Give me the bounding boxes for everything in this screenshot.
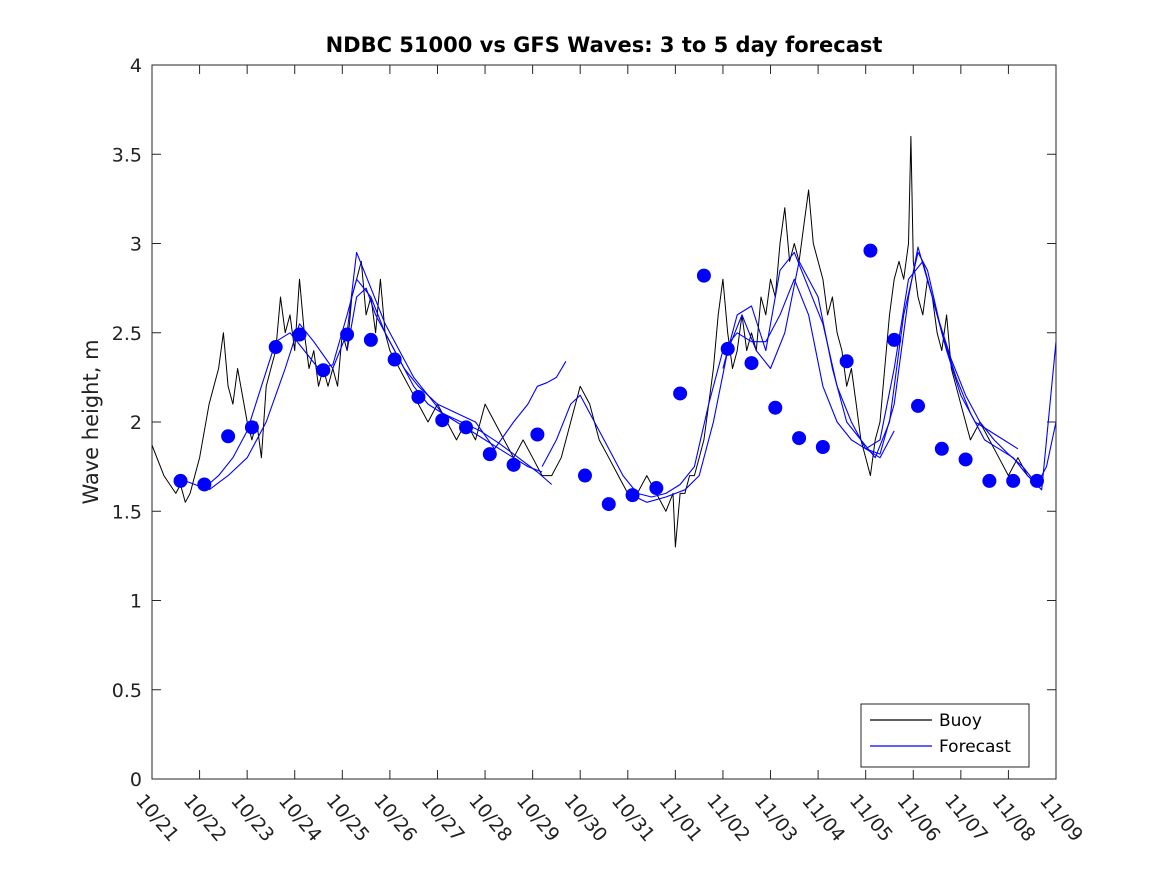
forecast-marker: [625, 488, 640, 503]
forecast-marker: [792, 431, 807, 446]
y-tick-label: 2.5: [112, 323, 142, 345]
x-tick-label: 10/23: [226, 790, 278, 846]
forecast-marker: [934, 441, 949, 456]
x-tick-label: 10/22: [179, 790, 231, 846]
x-tick-label: 11/05: [845, 790, 897, 846]
forecast-marker: [768, 400, 783, 415]
forecast-marker: [982, 473, 997, 488]
x-tick-label: 10/27: [417, 790, 469, 846]
forecast-series-line: [180, 278, 543, 489]
y-tick-label: 3.5: [112, 144, 142, 166]
forecast-series-line: [346, 287, 567, 450]
forecast-marker: [268, 340, 283, 355]
forecast-marker: [221, 429, 236, 444]
x-tick-label: 10/31: [607, 790, 659, 846]
forecast-marker: [649, 481, 664, 496]
y-tick-label: 1.5: [112, 501, 142, 523]
chart-title: NDBC 51000 vs GFS Waves: 3 to 5 day fore…: [326, 33, 883, 57]
forecast-series-line: [627, 251, 1057, 503]
forecast-marker: [839, 354, 854, 369]
x-tick-label: 11/03: [750, 790, 802, 846]
legend-forecast-label: Forecast: [939, 737, 1011, 757]
forecast-marker: [887, 332, 902, 347]
forecast-marker: [530, 427, 545, 442]
y-axis-ticks: 0 0.5 1 1.5 2 2.5 3 3.5 4: [112, 55, 1056, 791]
forecast-marker: [863, 243, 878, 258]
x-tick-label: 10/21: [131, 790, 183, 846]
forecast-marker: [506, 457, 521, 472]
y-tick-label: 4: [130, 55, 142, 77]
forecast-marker: [173, 473, 188, 488]
x-tick-label: 11/09: [1035, 790, 1087, 846]
x-tick-label: 10/24: [274, 790, 326, 846]
y-tick-label: 1: [130, 591, 142, 613]
forecast-marker: [720, 341, 735, 356]
legend-buoy-label: Buoy: [939, 711, 982, 731]
x-tick-label: 11/02: [702, 790, 754, 846]
x-tick-label: 10/30: [559, 790, 611, 846]
forecast-marker: [292, 327, 307, 342]
forecast-marker: [363, 332, 378, 347]
x-tick-label: 11/06: [892, 790, 944, 846]
forecast-marker: [815, 439, 830, 454]
x-tick-label: 11/07: [940, 790, 992, 846]
forecast-marker: [244, 420, 259, 435]
forecast-marker: [673, 386, 688, 401]
forecast-marker: [601, 497, 616, 512]
x-tick-label: 11/04: [797, 790, 849, 846]
x-tick-label: 10/28: [464, 790, 516, 846]
forecast-series-line: [722, 246, 1019, 455]
forecast-marker: [459, 420, 474, 435]
forecast-marker: [316, 363, 331, 378]
forecast-marker: [482, 447, 497, 462]
forecast-marker: [696, 268, 711, 283]
y-tick-label: 0: [130, 769, 142, 791]
forecast-marker: [577, 468, 592, 483]
forecast-marker: [744, 356, 759, 371]
legend-box: [860, 703, 1030, 768]
x-tick-label: 11/01: [655, 790, 707, 846]
forecast-series-line: [541, 278, 895, 498]
forecast-marker: [435, 413, 450, 428]
forecast-marker: [1029, 473, 1044, 488]
forecast-marker: [958, 452, 973, 467]
forecast-markers: [173, 243, 1044, 512]
forecast-marker: [911, 398, 926, 413]
y-tick-label: 0.5: [112, 680, 142, 702]
x-tick-label: 10/25: [321, 790, 373, 846]
x-tick-label: 10/26: [369, 790, 421, 846]
y-tick-label: 2: [130, 412, 142, 434]
y-tick-label: 3: [130, 234, 142, 256]
forecast-marker: [1006, 473, 1021, 488]
forecast-series-line: [208, 251, 553, 491]
x-tick-label: 11/08: [988, 790, 1040, 846]
forecast-marker: [411, 390, 426, 405]
plot-area: 00.511.522.533.54 10/2110/2210/2310/2410…: [112, 55, 1087, 846]
forecast-marker: [197, 477, 212, 492]
forecast-marker: [340, 327, 355, 342]
plot-frame: [151, 64, 1057, 780]
legend: Buoy Forecast: [860, 703, 1030, 768]
x-tick-label: 10/29: [512, 790, 564, 846]
y-axis-label: Wave height, m: [79, 339, 103, 504]
forecast-marker: [387, 352, 402, 367]
